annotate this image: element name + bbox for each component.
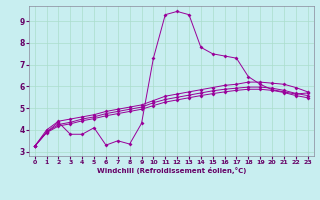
X-axis label: Windchill (Refroidissement éolien,°C): Windchill (Refroidissement éolien,°C) [97, 167, 246, 174]
